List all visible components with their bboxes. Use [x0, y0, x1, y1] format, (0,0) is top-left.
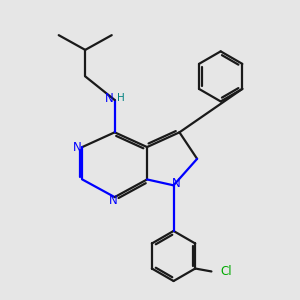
Text: N: N	[172, 177, 180, 190]
Text: N: N	[73, 141, 81, 154]
Text: N: N	[105, 92, 114, 105]
Text: N: N	[109, 194, 118, 207]
Text: Cl: Cl	[221, 265, 232, 278]
Text: H: H	[117, 93, 125, 103]
